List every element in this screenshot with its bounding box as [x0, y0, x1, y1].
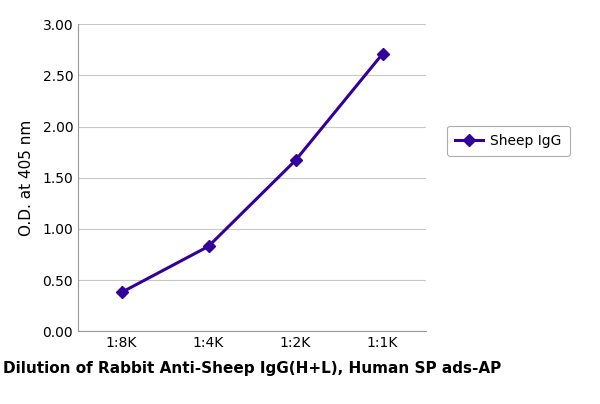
Y-axis label: O.D. at 405 nm: O.D. at 405 nm	[19, 120, 34, 236]
Legend: Sheep IgG: Sheep IgG	[447, 126, 569, 156]
X-axis label: Dilution of Rabbit Anti-Sheep IgG(H+L), Human SP ads-AP: Dilution of Rabbit Anti-Sheep IgG(H+L), …	[3, 361, 501, 376]
